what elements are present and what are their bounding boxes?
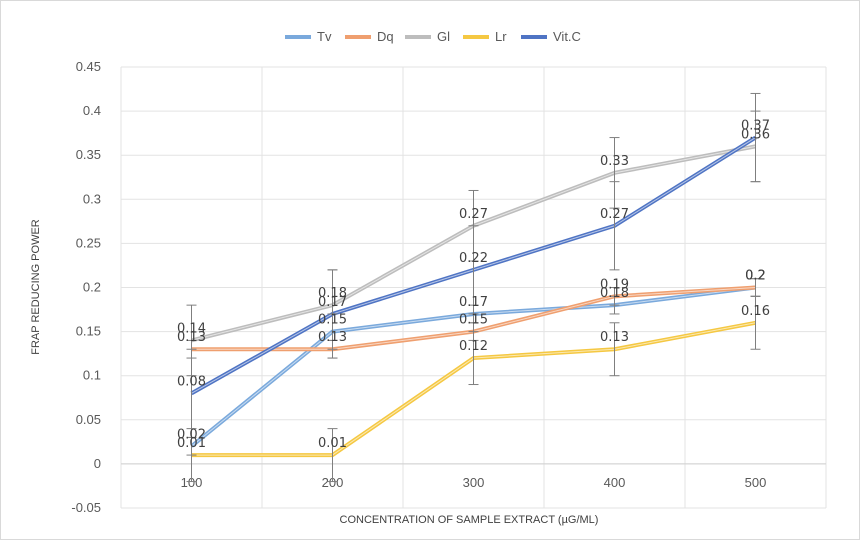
legend-label: Lr: [495, 29, 507, 44]
error-bars: [186, 92, 761, 483]
legend-label: Vit.C: [553, 29, 581, 44]
data-label: 0.17: [459, 295, 488, 310]
y-tick-label: 0.4: [83, 103, 101, 118]
data-label: 0.36: [741, 127, 770, 142]
x-tick-label: 100: [181, 475, 203, 490]
x-tick-label: 400: [604, 475, 626, 490]
data-label: 0.13: [318, 330, 347, 345]
x-tick-label: 500: [745, 475, 767, 490]
legend-label: Tv: [317, 29, 332, 44]
data-label: 0.17: [318, 295, 347, 310]
data-label: 0.18: [600, 286, 629, 301]
data-label: 0.15: [318, 313, 347, 328]
data-label: 0.13: [600, 330, 629, 345]
y-tick-label: 0.15: [76, 324, 101, 339]
x-axis-ticks: 100 200 300 400 500: [181, 475, 767, 490]
data-label: 0.27: [459, 207, 488, 222]
x-tick-label: 300: [463, 475, 485, 490]
data-label: 0.12: [459, 339, 488, 354]
data-label: 0.16: [741, 304, 770, 319]
data-labels: 0.020.150.170.180.20.13 0.130.150.190.20.…: [177, 119, 770, 452]
y-axis-ticks: -0.05 0 0.05 0.1 0.15 0.2 0.25 0.3 0.35 0.4 0.45: [71, 59, 101, 515]
data-label: 0.01: [177, 436, 206, 451]
data-label: 0.08: [177, 374, 206, 389]
data-label: 0.13: [177, 330, 206, 345]
data-label: 0.22: [459, 251, 488, 266]
y-tick-label: -0.05: [71, 500, 101, 515]
data-label: 0.2: [745, 269, 766, 284]
data-label: 0.27: [600, 207, 629, 222]
y-tick-label: 0: [94, 456, 101, 471]
y-tick-label: 0.1: [83, 368, 101, 383]
data-label: 0.18: [318, 286, 347, 301]
x-axis-title: CONCENTRATION OF SAMPLE EXTRACT (µG/ML): [340, 514, 599, 526]
y-tick-label: 0.2: [83, 280, 101, 295]
data-label: 0.02: [177, 427, 206, 442]
data-label: 0.14: [177, 321, 206, 336]
data-label: 0.37: [741, 119, 770, 134]
legend-label: Gl: [437, 29, 450, 44]
y-axis-title: FRAP REDUCING POWER: [30, 219, 42, 355]
data-label: 0.01: [318, 436, 347, 451]
y-tick-label: 0.25: [76, 235, 101, 250]
y-tick-label: 0.35: [76, 147, 101, 162]
data-label: 0.33: [600, 154, 629, 169]
data-label: 0.15: [459, 313, 488, 328]
legend-label: Dq: [377, 29, 394, 44]
data-label: 0.19: [600, 277, 629, 292]
y-tick-label: 0.05: [76, 412, 101, 427]
y-tick-label: 0.3: [83, 191, 101, 206]
y-tick-label: 0.45: [76, 59, 101, 74]
x-tick-label: 200: [322, 475, 344, 490]
data-label: 0.2: [745, 269, 766, 284]
legend: Tv Dq Gl Lr Vit.C: [285, 29, 581, 44]
